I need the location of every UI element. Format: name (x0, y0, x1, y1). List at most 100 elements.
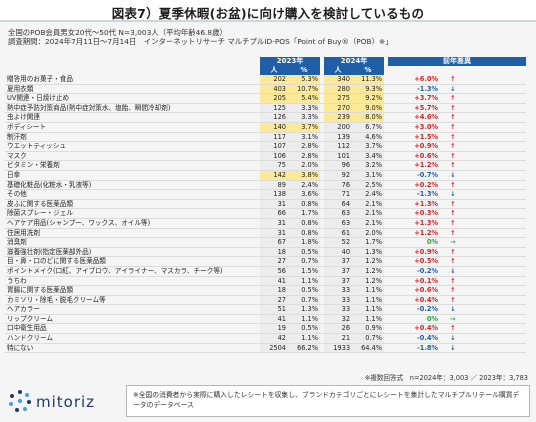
row-label: その他 (5, 189, 260, 200)
pct-2023: 2.8% (288, 141, 321, 152)
spacer (320, 151, 325, 162)
footnote: ※複数回答式 n=2024年：3,003 ／ 2023年：3,783 (364, 374, 528, 382)
note-box: ※全国の消費者から実際に購入したレシートを収集し、ブランドカテゴリごとにレシート… (126, 385, 530, 417)
table-row: ウエットティッシュ 107 2.8% 112 3.7% +0.9% ↑ (5, 141, 527, 152)
spacer (5, 66, 260, 76)
table-row: リップクリーム 41 1.1% 32 1.1% 0% → (5, 314, 527, 325)
spacer (384, 314, 389, 325)
label-header (5, 57, 260, 67)
trend-arrow-icon: ↓ (444, 304, 527, 315)
pct-2024: 1.1% (352, 304, 385, 315)
trend-arrow-icon: ↓ (444, 170, 527, 181)
count-2023: 2504 (260, 343, 288, 354)
survey-target: 全国のPOB会員男女20代〜50代 N=3,003人（平均年齢46.8歳） (8, 28, 227, 37)
count-2024: 37 (324, 266, 353, 277)
trend-arrow-icon: ↑ (444, 228, 527, 239)
row-label: 基礎化粧品(化粧水・乳液等) (5, 180, 260, 191)
row-label: 目・鼻・口のどに関する医薬品類 (5, 256, 260, 267)
pct-2023: 1.3% (288, 304, 321, 315)
spacer (384, 141, 389, 152)
subheader-row: 人 % 人 % (5, 66, 527, 76)
count-2023: 140 (260, 122, 288, 133)
spacer (320, 208, 325, 219)
pct-2023: 1.1% (288, 276, 321, 287)
spacer (384, 285, 389, 296)
spacer (320, 75, 325, 85)
pct-2023: 0.8% (288, 218, 321, 229)
diff-value: +1.5% (388, 132, 445, 143)
mitoriz-logo: mitoriz (8, 387, 118, 417)
count-2024: 200 (324, 122, 353, 133)
spacer (384, 323, 389, 335)
trend-arrow-icon: ↑ (444, 112, 527, 123)
row-label: 除菌スプレー・ジェル (5, 208, 260, 219)
spacer (320, 103, 325, 114)
pct-2023: 0.8% (288, 199, 321, 210)
spacer (320, 189, 325, 200)
diff-value: 0% (388, 237, 445, 248)
trend-arrow-icon: ↑ (444, 151, 527, 162)
table-body: 贈答用のお菓子・食品 202 5.3% 340 11.3% +6.0% ↑ 夏用衣類 403 10… (5, 75, 527, 354)
count-2023: 125 (260, 103, 288, 114)
row-label: 虫よけ関連 (5, 112, 260, 123)
count-2024: 40 (324, 247, 353, 258)
header-row: 2023年 2024年 前年差異 (5, 57, 527, 67)
spacer (320, 84, 325, 95)
trend-arrow-icon: ↑ (444, 218, 527, 229)
spacer (320, 285, 325, 296)
pct-2023: 2.8% (288, 151, 321, 162)
trend-arrow-icon: ↑ (444, 160, 527, 171)
person-header-2023: 人 (260, 66, 288, 76)
count-2024: 71 (324, 189, 353, 200)
count-2023: 89 (260, 180, 288, 191)
pct-2023: 1.7% (288, 208, 321, 219)
row-label: カミソリ・除毛・脱毛クリーム等 (5, 295, 260, 306)
count-2023: 42 (260, 333, 288, 344)
diff-value: +5.7% (388, 103, 445, 114)
table-row: ハンドクリーム 42 1.1% 21 0.7% -0.4% ↓ (5, 333, 527, 344)
spacer (320, 266, 325, 277)
spacer (320, 256, 325, 267)
diff-value: +0.6% (388, 285, 445, 296)
diff-value: +1.3% (388, 199, 445, 210)
spacer (384, 333, 389, 344)
count-2024: 33 (324, 304, 353, 315)
table-row: 虫よけ関連 126 3.3% 239 8.0% +4.6% ↑ (5, 112, 527, 123)
table-row: 住居用洗剤 31 0.8% 61 2.0% +1.2% ↑ (5, 228, 527, 239)
count-2023: 403 (260, 84, 288, 95)
diff-value: +0.1% (388, 276, 445, 287)
spacer (384, 276, 389, 287)
count-2024: 139 (324, 132, 353, 143)
row-label: 胃腸に関する医薬品類 (5, 285, 260, 296)
pct-2023: 5.3% (288, 75, 321, 85)
pct-2023: 0.5% (288, 285, 321, 296)
count-2024: 63 (324, 218, 353, 229)
table-row: ボディシート 140 3.7% 200 6.7% +3.0% ↑ (5, 122, 527, 133)
diff-value: +1.3% (388, 218, 445, 229)
pct-2023: 2.0% (288, 160, 321, 171)
table-row: 口中衛生用品 19 0.5% 26 0.9% +0.4% ↑ (5, 323, 527, 335)
pct-2024: 1.3% (352, 247, 385, 258)
pct-2024: 9.0% (352, 103, 385, 114)
table-row: 特にない 2504 66.2% 1933 64.4% -1.8% ↓ (5, 343, 527, 354)
count-2024: 76 (324, 180, 353, 191)
count-2024: 275 (324, 93, 353, 104)
trend-arrow-icon: ↓ (444, 343, 527, 354)
pct-2023: 3.8% (288, 170, 321, 181)
diff-value: +3.0% (388, 122, 445, 133)
count-2023: 138 (260, 189, 288, 200)
spacer (384, 112, 389, 123)
table-row: 制汗剤 117 3.1% 139 4.6% +1.5% ↑ (5, 132, 527, 143)
table-row: 熱中症予防対策商品(熱中症対策水、塩飴、瞬間冷却剤) 125 3.3% 270 9.0%… (5, 103, 527, 114)
table-row: うちわ 41 1.1% 37 1.2% +0.1% ↑ (5, 276, 527, 287)
count-2023: 31 (260, 218, 288, 229)
pct-2024: 1.1% (352, 314, 385, 325)
spacer (320, 247, 325, 258)
row-label: 熱中症予防対策商品(熱中症対策水、塩飴、瞬間冷却剤) (5, 103, 260, 114)
pct-2024: 2.5% (352, 180, 385, 191)
pct-2023: 1.1% (288, 314, 321, 325)
year-2023-header: 2023年 (260, 57, 321, 67)
table-row: 滋養強壮剤(指定医薬部外品) 18 0.5% 40 1.3% +0.9% ↑ (5, 247, 527, 258)
pct-2023: 0.5% (288, 323, 321, 335)
row-label: 制汗剤 (5, 132, 260, 143)
